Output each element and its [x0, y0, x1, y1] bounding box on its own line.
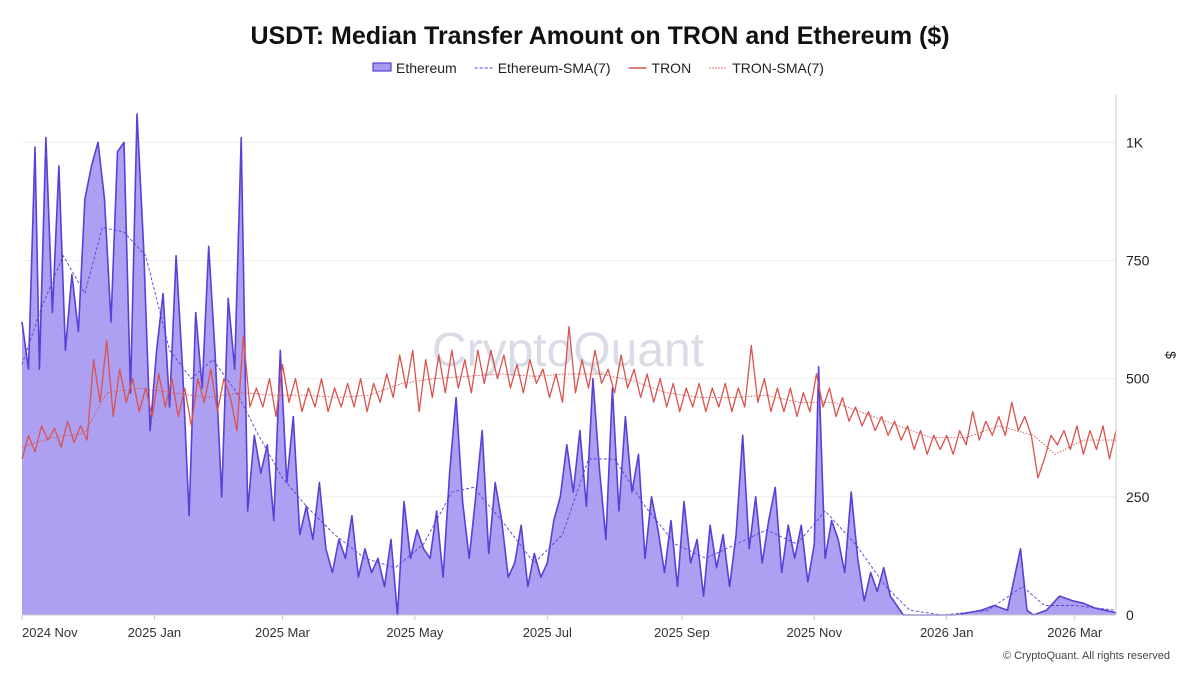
- plot-area: [21, 113, 1117, 616]
- tron-series-line: [21, 325, 1117, 479]
- legend-label: Ethereum-SMA(7): [498, 60, 611, 76]
- ethereum-area-fill: [22, 113, 1116, 616]
- legend-item-ethereum-sma-7[interactable]: Ethereum-SMA(7): [474, 60, 611, 76]
- copyright-footer: © CryptoQuant. All rights reserved: [1003, 650, 1170, 662]
- ethereum-series-line: [21, 113, 1117, 616]
- legend-label: TRON-SMA(7): [732, 60, 824, 76]
- x-tick-label: 2025 Nov: [786, 625, 842, 640]
- x-tick-label: 2024 Nov: [22, 625, 78, 640]
- x-axis-ticks: 2024 Nov 2025 Jan 2025 Mar 2025 May 2025 Jul…: [21, 615, 1103, 640]
- y-tick-label: 1K: [1126, 134, 1144, 150]
- tron-sma-7-series-line: [21, 373, 1116, 455]
- y-tick-label: 750: [1126, 252, 1150, 268]
- x-tick-label: 2025 Sep: [654, 625, 710, 640]
- legend-item-tron[interactable]: TRON: [628, 60, 692, 76]
- x-tick-label: 2025 Jul: [523, 625, 572, 640]
- y-axis-label: $: [1163, 351, 1179, 359]
- x-tick-label: 2026 Mar: [1047, 625, 1103, 640]
- x-tick-label: 2025 May: [386, 625, 444, 640]
- legend-item-ethereum[interactable]: Ethereum: [372, 60, 457, 76]
- legend[interactable]: Ethereum Ethereum-SMA(7) TRON TRON-SMA(7): [372, 60, 824, 76]
- x-tick-label: 2025 Mar: [255, 625, 311, 640]
- ethereum-sma-7-series-line: [21, 226, 1117, 616]
- x-tick-label: 2026 Jan: [920, 625, 974, 640]
- y-tick-label: 0: [1126, 607, 1134, 623]
- x-tick-label: 2025 Jan: [128, 625, 182, 640]
- legend-label: TRON: [652, 60, 692, 76]
- legend-item-tron-sma-7[interactable]: TRON-SMA(7): [709, 60, 824, 76]
- chart-title: USDT: Median Transfer Amount on TRON and…: [250, 22, 949, 50]
- legend-swatch: [372, 62, 392, 72]
- y-tick-label: 500: [1126, 371, 1150, 387]
- legend-label: Ethereum: [396, 60, 457, 76]
- y-axis-ticks: 0 250 500 750 1K: [1126, 134, 1150, 623]
- y-tick-label: 250: [1126, 489, 1150, 505]
